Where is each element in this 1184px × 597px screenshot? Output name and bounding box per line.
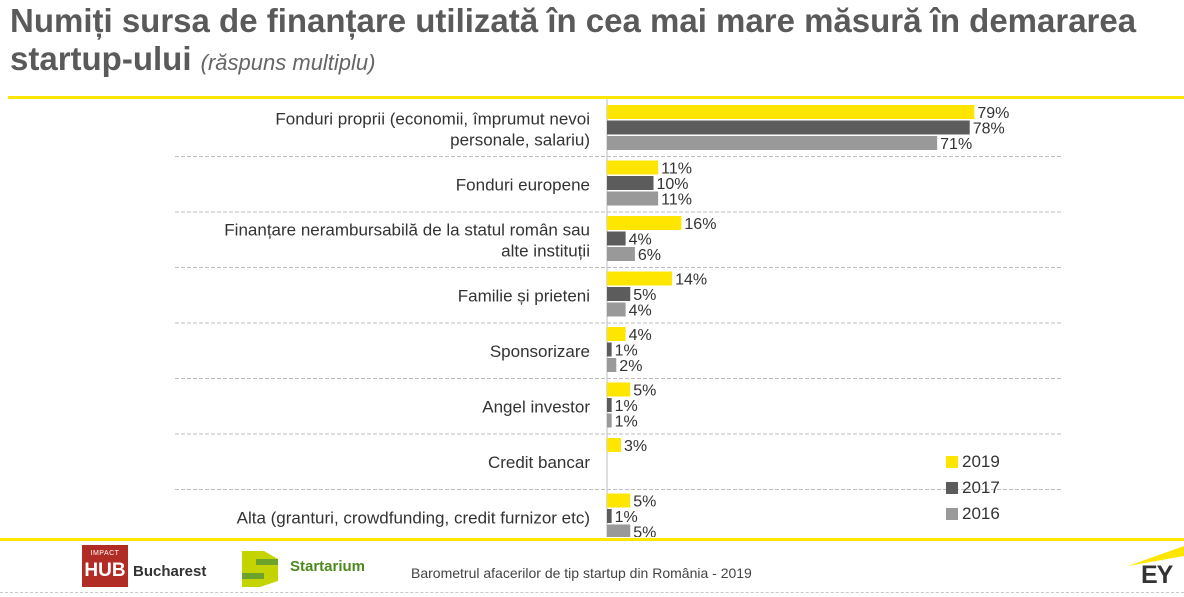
bar-2016 bbox=[607, 524, 631, 537]
bar-2017 bbox=[607, 120, 970, 135]
data-label-2019: 14% bbox=[675, 272, 707, 289]
legend-label-2019: 2019 bbox=[962, 452, 1000, 471]
bar-2017 bbox=[607, 509, 612, 523]
legend-swatch-2019 bbox=[946, 456, 958, 468]
bar-2019 bbox=[607, 493, 631, 508]
bar-chart: Fonduri proprii (economii, împrumut nevo… bbox=[175, 99, 1062, 538]
category-label: Finanțare nerambursabilă de la statul ro… bbox=[224, 220, 590, 239]
bottom-dashed-line bbox=[0, 592, 1184, 594]
legend-label-2017: 2017 bbox=[962, 478, 1000, 497]
bar-2016 bbox=[607, 413, 612, 428]
bar-2019 bbox=[607, 382, 631, 397]
data-label-2017: 10% bbox=[657, 176, 689, 193]
bar-2019 bbox=[607, 438, 621, 452]
bar-2019 bbox=[607, 271, 673, 286]
startarium-logo-icon bbox=[242, 551, 278, 587]
category-label: Angel investor bbox=[482, 397, 590, 416]
page-title: Numiți sursa de finanțare utilizată în c… bbox=[10, 2, 1180, 82]
data-label-2017: 1% bbox=[615, 509, 638, 526]
bar-2016 bbox=[607, 247, 635, 261]
legend-swatch-2017 bbox=[946, 482, 958, 494]
ey-logo-text: EY bbox=[1141, 561, 1173, 589]
bar-2016 bbox=[607, 136, 938, 150]
impact-hub-logo-big: HUB bbox=[84, 560, 126, 581]
legend-label-2016: 2016 bbox=[962, 504, 1000, 523]
data-label-2016: 2% bbox=[619, 358, 642, 375]
ey-logo-icon bbox=[1128, 546, 1184, 566]
category-label: personale, salariu) bbox=[450, 130, 590, 149]
impact-hub-city: Bucharest bbox=[133, 563, 207, 580]
data-label-2019: 5% bbox=[633, 494, 656, 511]
data-label-2016: 6% bbox=[638, 247, 661, 264]
bar-2019 bbox=[607, 105, 975, 119]
source-text: Barometrul afacerilor de tip startup din… bbox=[411, 565, 752, 581]
bar-2019 bbox=[607, 216, 682, 230]
startarium-name: Startarium bbox=[290, 558, 366, 575]
category-label: alte instituții bbox=[501, 241, 590, 260]
bar-2016 bbox=[607, 302, 626, 317]
data-label-2016: 1% bbox=[615, 414, 638, 431]
data-label-2019: 79% bbox=[977, 105, 1009, 122]
data-label-2017: 78% bbox=[973, 121, 1005, 138]
bar-2016 bbox=[607, 358, 617, 372]
bar-2017 bbox=[607, 176, 654, 190]
data-label-2019: 5% bbox=[633, 383, 656, 400]
data-label-2019: 3% bbox=[624, 438, 647, 455]
impact-hub-logo-small: IMPACT bbox=[90, 550, 120, 557]
bar-2017 bbox=[607, 287, 631, 301]
bar-2017 bbox=[607, 342, 612, 357]
category-label: Fonduri proprii (economii, împrumut nevo… bbox=[275, 109, 590, 128]
title-note: (răspuns multiplu) bbox=[200, 50, 376, 75]
category-label: Credit bancar bbox=[488, 453, 590, 472]
title-main: Numiți sursa de finanțare utilizată în c… bbox=[10, 2, 1137, 77]
data-label-2019: 16% bbox=[684, 216, 716, 233]
category-label: Alta (granturi, crowdfunding, credit fur… bbox=[237, 508, 590, 527]
bar-2019 bbox=[607, 160, 659, 175]
data-label-2016: 11% bbox=[661, 192, 692, 209]
data-label-2017: 1% bbox=[615, 343, 638, 360]
category-label: Sponsorizare bbox=[490, 342, 590, 361]
data-label-2019: 11% bbox=[661, 161, 692, 178]
category-label: Fonduri europene bbox=[456, 175, 590, 194]
bar-2017 bbox=[607, 398, 612, 412]
data-label-2017: 4% bbox=[629, 232, 652, 249]
footer: IMPACT HUB Bucharest Startarium Barometr… bbox=[0, 542, 1184, 592]
bar-2019 bbox=[607, 327, 626, 341]
data-label-2017: 1% bbox=[615, 398, 638, 415]
data-label-2016: 71% bbox=[940, 136, 972, 153]
impact-hub-logo: IMPACT HUB bbox=[82, 545, 128, 587]
category-label: Familie și prieteni bbox=[458, 286, 590, 305]
bar-2016 bbox=[607, 191, 659, 206]
data-label-2016: 4% bbox=[629, 303, 652, 320]
data-label-2019: 4% bbox=[629, 327, 652, 344]
legend-swatch-2016 bbox=[946, 508, 958, 520]
title-divider bbox=[8, 96, 1184, 99]
data-label-2016: 5% bbox=[633, 525, 656, 538]
bar-2017 bbox=[607, 231, 626, 246]
footer-divider bbox=[0, 538, 1184, 541]
data-label-2017: 5% bbox=[633, 287, 656, 304]
